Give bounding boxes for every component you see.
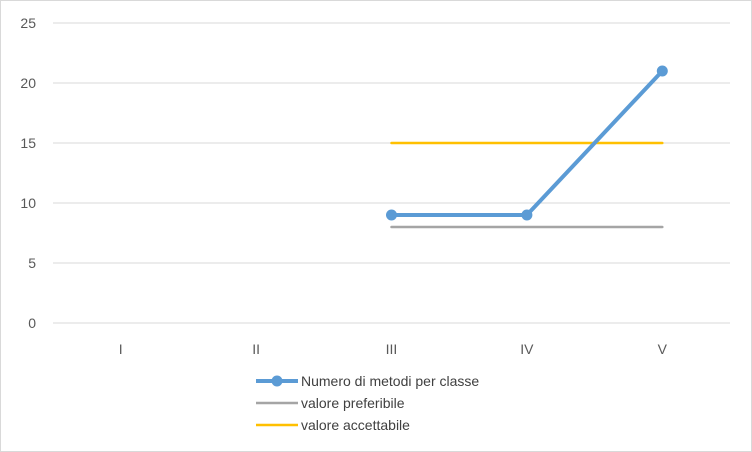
x-tick-label: IV: [520, 341, 534, 357]
x-tick-label: III: [386, 341, 398, 357]
y-tick-label: 15: [20, 135, 36, 151]
y-axis-ticks: 0 5 10 15 20 25: [20, 15, 36, 331]
x-tick-label: V: [658, 341, 668, 357]
y-tick-label: 10: [20, 195, 36, 211]
series-group: [386, 65, 668, 229]
data-point: [386, 209, 397, 221]
x-axis-ticks: I II III IV V: [119, 341, 668, 357]
legend-marker: [271, 375, 283, 387]
y-tick-label: 5: [28, 255, 36, 271]
x-tick-label: II: [252, 341, 260, 357]
legend-label: valore accettabile: [301, 417, 410, 433]
y-tick-label: 20: [20, 75, 36, 91]
data-point: [656, 65, 668, 77]
x-tick-label: I: [119, 341, 123, 357]
legend: Numero di metodi per classe valore prefer…: [256, 373, 479, 433]
y-tick-label: 0: [28, 315, 36, 331]
legend-label: Numero di metodi per classe: [301, 373, 479, 389]
legend-label: valore preferibile: [301, 395, 405, 411]
data-point: [521, 209, 533, 221]
y-tick-label: 25: [20, 15, 36, 31]
gridlines: [53, 22, 730, 324]
